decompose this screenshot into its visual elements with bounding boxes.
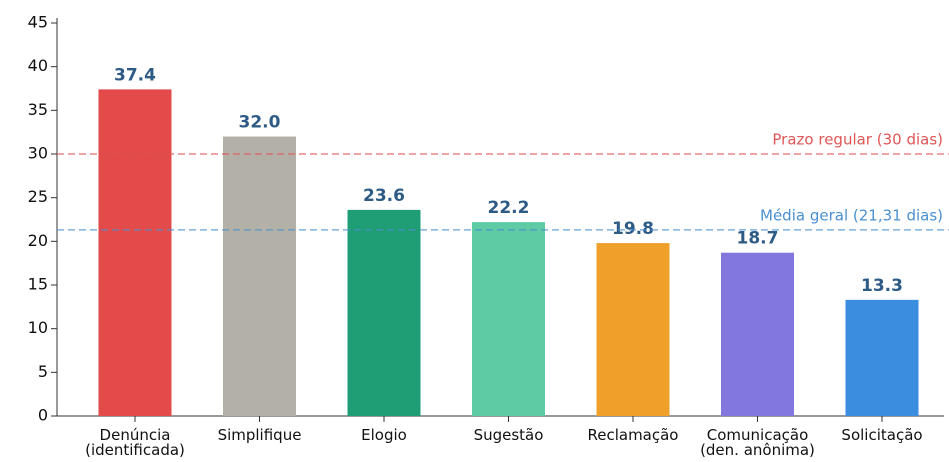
value-label: 19.8 — [612, 219, 654, 239]
y-tick-label: 20 — [28, 231, 48, 250]
bar — [845, 299, 919, 416]
value-label: 37.4 — [114, 65, 156, 85]
x-tick-label: Reclamação — [587, 426, 679, 444]
x-tick-label: Sugestão — [473, 426, 544, 444]
y-tick-label: 35 — [28, 100, 48, 119]
y-tick-label: 15 — [28, 275, 48, 294]
reference-label: Média geral (21,31 dias) — [760, 206, 943, 224]
y-tick-label: 25 — [28, 187, 48, 206]
bar — [98, 89, 172, 416]
y-tick-label: 5 — [38, 362, 48, 381]
y-tick-label: 40 — [28, 56, 48, 75]
y-tick-label: 10 — [28, 318, 48, 337]
bar — [596, 243, 670, 416]
x-tick-label: Simplifique — [217, 426, 302, 444]
x-tick-label: Comunicação (den. anônima) — [700, 426, 815, 459]
bar — [347, 209, 421, 416]
value-label: 23.6 — [363, 186, 405, 206]
x-tick-label: Denúncia (identificada) — [85, 426, 185, 459]
x-tick-label: Elogio — [361, 426, 407, 444]
bar — [472, 222, 545, 416]
x-tick-label: Solicitação — [841, 426, 923, 444]
value-label: 18.7 — [737, 229, 779, 249]
y-tick-label: 30 — [28, 144, 48, 163]
bar — [223, 136, 296, 417]
value-label: 32.0 — [239, 113, 281, 133]
value-label: 13.3 — [861, 276, 903, 296]
bar — [721, 252, 794, 416]
value-label: 22.2 — [488, 198, 530, 218]
y-tick-label: 0 — [38, 406, 48, 425]
y-tick-label: 45 — [28, 13, 48, 32]
reference-label: Prazo regular (30 dias) — [772, 131, 943, 149]
